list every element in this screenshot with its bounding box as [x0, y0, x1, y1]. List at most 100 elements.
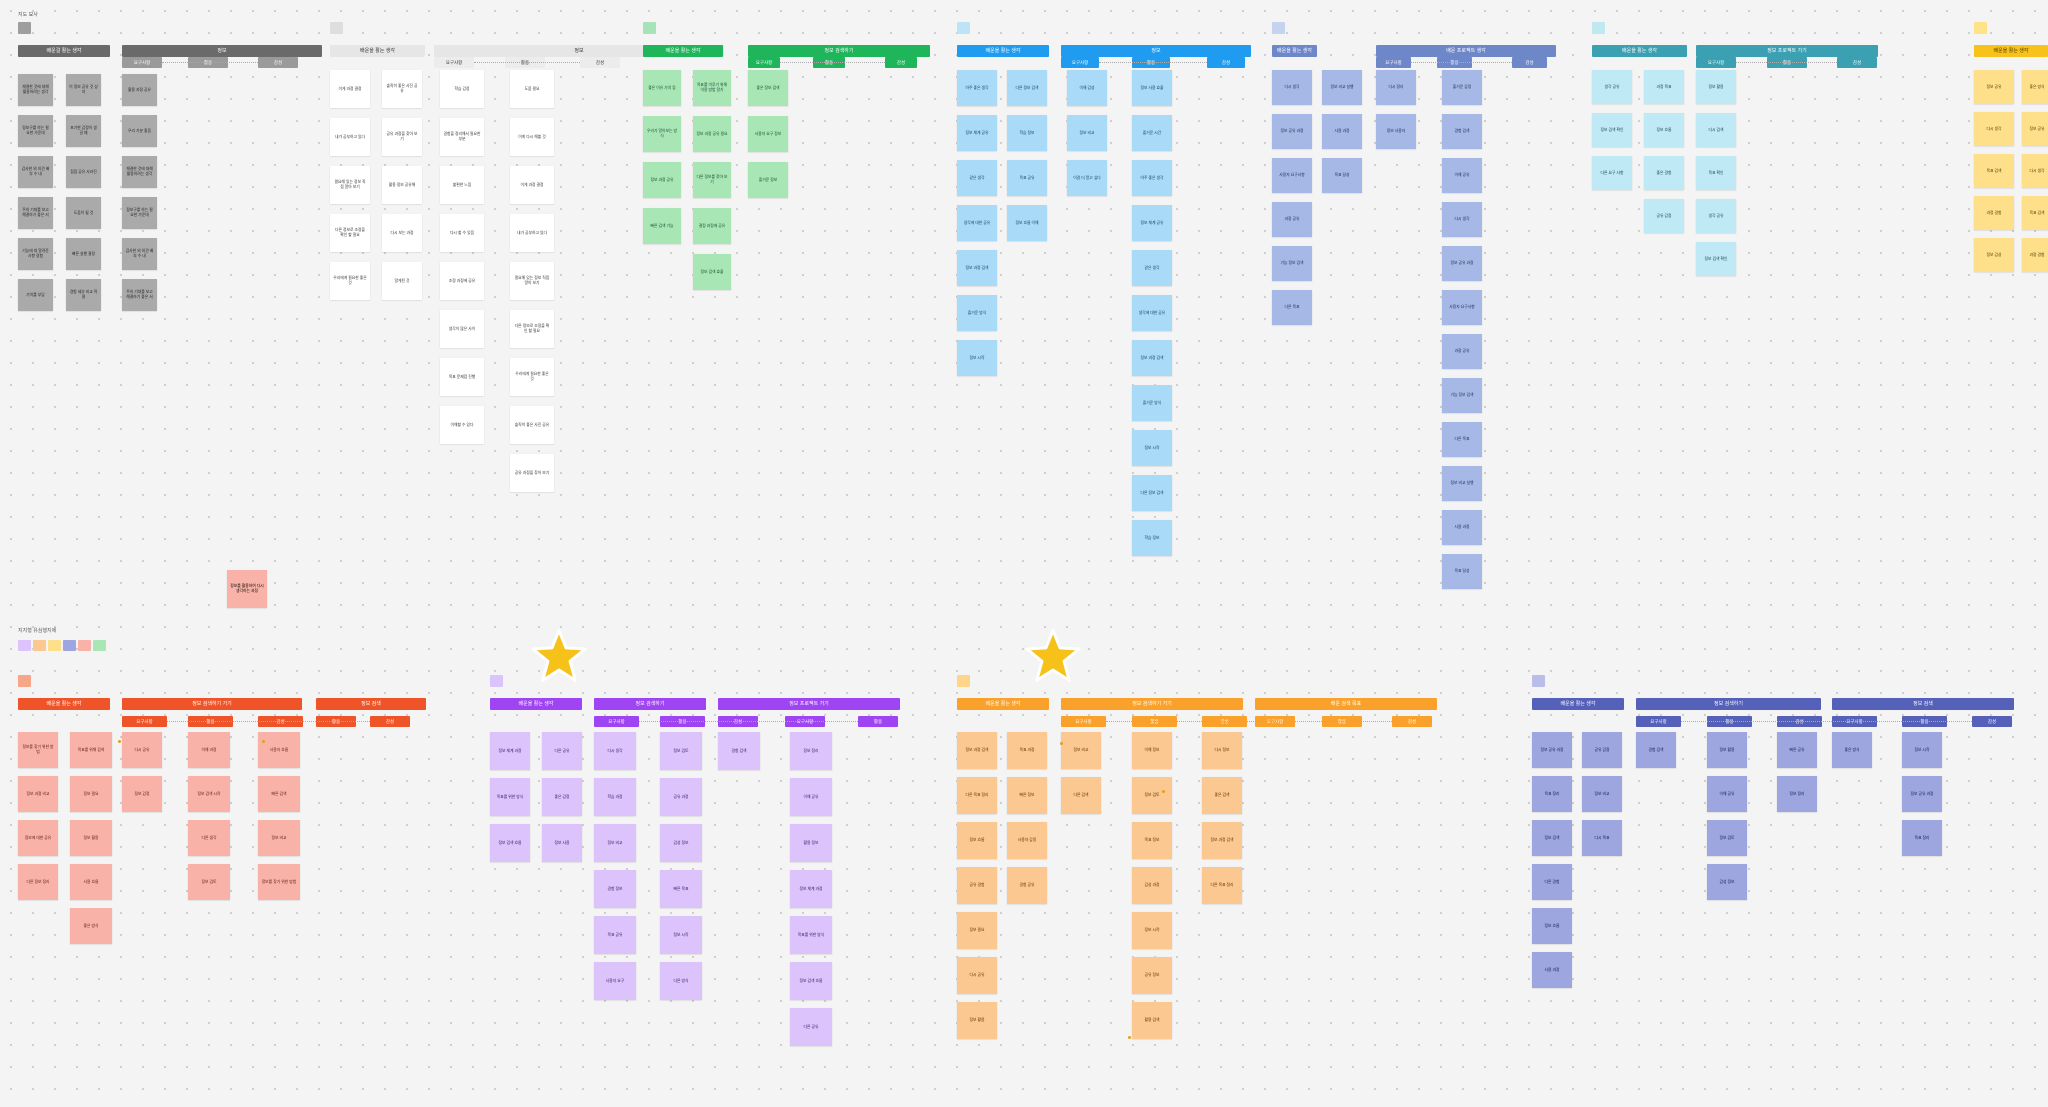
stage-header[interactable]: 정보 검색하기: [594, 698, 706, 710]
sticky-note[interactable]: 정보 체계 과정: [790, 870, 832, 908]
sticky-note[interactable]: 정보구를 하는 필요한 가운데: [122, 197, 157, 229]
sticky-note[interactable]: 생각 공유: [1592, 70, 1632, 104]
sticky-note[interactable]: 생각에 대한 공유: [957, 205, 997, 241]
stage-header[interactable]: 배운을 활는 생각: [957, 45, 1049, 57]
sticky-note[interactable]: 점점 공유 사라진: [66, 156, 101, 188]
sticky-note[interactable]: 정보 감정: [122, 776, 162, 812]
sticky-note[interactable]: 목표 정리: [1902, 820, 1942, 856]
sticky-note[interactable]: 사용 과정: [1442, 510, 1482, 545]
sticky-note[interactable]: 이해 공유: [790, 778, 832, 816]
sticky-note[interactable]: 도움 필요: [510, 70, 554, 108]
sticky-note[interactable]: 활용 과정 공유: [122, 74, 157, 106]
sticky-note[interactable]: 즐거운 방식: [957, 295, 997, 331]
sticky-note[interactable]: 아주 좋은 생각: [957, 70, 997, 106]
sticky-note[interactable]: 목표 달성: [1322, 158, 1362, 193]
sticky-note[interactable]: 다른 공유: [542, 732, 582, 770]
sticky-note[interactable]: 정보 과정 검색: [957, 250, 997, 286]
sticky-note[interactable]: 정보 비교: [258, 820, 300, 856]
sticky-note[interactable]: 목표를 위해 검색: [70, 732, 112, 768]
column-header[interactable]: 감성: [1972, 716, 2012, 727]
sticky-note[interactable]: 사용자 요구 정보: [748, 116, 788, 152]
sticky-note[interactable]: 도움이 될 것: [66, 197, 101, 229]
sticky-note[interactable]: 정보 검색: [1532, 820, 1572, 856]
sticky-note[interactable]: 정보 비교 실행: [1322, 70, 1362, 105]
column-header[interactable]: 요구사항: [122, 57, 162, 68]
sticky-note[interactable]: 다른 목표 정리: [957, 777, 997, 814]
stage-header[interactable]: 정보 프로젝트 가기: [1696, 45, 1878, 57]
sticky-note[interactable]: 감성 정보: [1707, 864, 1747, 900]
sticky-note[interactable]: 체결한 것에 대해 활용하려는 생각: [122, 156, 157, 188]
column-header[interactable]: 감성: [885, 57, 917, 68]
sticky-note[interactable]: 정보를 찾기 위한 방법: [258, 864, 300, 900]
sticky-note[interactable]: 사용 과정: [1322, 114, 1362, 149]
stage-header[interactable]: 배운 검색 목표: [1255, 698, 1437, 710]
column-header[interactable]: 요구사항: [434, 57, 474, 68]
sticky-note[interactable]: 과정 경험: [2022, 238, 2048, 272]
sticky-note[interactable]: 정보 공유: [1974, 70, 2014, 104]
sticky-note[interactable]: 감성 과정: [1132, 867, 1172, 904]
column-header[interactable]: 요구사항: [1636, 716, 1681, 727]
sticky-note[interactable]: 정보구를 하는 필요한 가운데: [18, 115, 53, 147]
sticky-note[interactable]: 정보 검색 효율: [693, 254, 731, 290]
sticky-note[interactable]: 공유 감정: [1644, 199, 1684, 233]
sticky-note[interactable]: 좋은 검색: [1202, 777, 1242, 814]
column-header[interactable]: 요구사항: [1061, 57, 1099, 68]
sticky-note[interactable]: 좋은 정보 검색: [748, 70, 788, 106]
sticky-note[interactable]: 좋은 이유 가치 등: [643, 70, 681, 106]
column-header[interactable]: 감성: [258, 57, 298, 68]
sticky-note[interactable]: 정보 감성: [1974, 238, 2014, 272]
sticky-note[interactable]: 다른 목표 정리: [1202, 867, 1242, 904]
sticky-note[interactable]: 좋은 경험: [1644, 156, 1684, 190]
column-header[interactable]: 감성: [1837, 57, 1877, 68]
sticky-note[interactable]: 우리에게 필요한 좋은 것: [330, 262, 370, 300]
sticky-note[interactable]: 정보 흐름: [1532, 908, 1572, 944]
sticky-note[interactable]: 사용자 요구: [594, 962, 636, 1000]
sticky-note[interactable]: 정보 공유 과정: [1532, 732, 1572, 768]
sticky-note[interactable]: 정보 과정 공유 필요: [693, 116, 731, 152]
sticky-note[interactable]: 정보 과정 검색: [1132, 340, 1172, 376]
sticky-note[interactable]: 정보 시작: [1132, 430, 1172, 466]
sticky-note[interactable]: 공유 감정: [1582, 732, 1622, 768]
sticky-note[interactable]: 정보 검토: [660, 732, 702, 770]
sticky-note[interactable]: 정보 검토: [1707, 820, 1747, 856]
stage-header[interactable]: 배운을 활는 생각: [1532, 698, 1624, 710]
sticky-note[interactable]: 생각 공유: [1696, 199, 1736, 233]
sticky-note[interactable]: 같은 생각: [1132, 250, 1172, 286]
sticky-note[interactable]: 정보 과정 공유: [643, 162, 681, 198]
stage-header[interactable]: 배운을 활는 생각: [1592, 45, 1687, 57]
sticky-note[interactable]: 정보 사용자: [1376, 114, 1416, 149]
sticky-note[interactable]: 체결한 것에 대해 활용하려는 생각: [18, 74, 53, 106]
sticky-note[interactable]: 정보 검색 시작: [188, 776, 230, 812]
sticky-note[interactable]: 정보 검토: [188, 864, 230, 900]
sticky-note[interactable]: 이 정보 공유 것 상자: [66, 74, 101, 106]
sticky-note[interactable]: 다시 공유: [957, 957, 997, 994]
sticky-note[interactable]: 활용 검색: [1132, 1002, 1172, 1039]
sticky-note[interactable]: 정보 체계 과정: [490, 732, 530, 770]
sticky-note[interactable]: 목표를 위한 방식: [790, 916, 832, 954]
sticky-note[interactable]: 정보 흐름: [1644, 113, 1684, 147]
sticky-note[interactable]: 경험 정보: [594, 870, 636, 908]
sticky-note[interactable]: 과정 목표: [1644, 70, 1684, 104]
sticky-note[interactable]: 정보 검색 흐름: [790, 962, 832, 1000]
sticky-note[interactable]: 목표를 위한 방식: [490, 778, 530, 816]
stage-header[interactable]: 배운 프로젝트 생각: [1376, 45, 1556, 57]
sticky-note[interactable]: 다른 정보 정리: [18, 864, 58, 900]
stage-header[interactable]: 정보 검색하기 가기: [1061, 698, 1243, 710]
sticky-note[interactable]: 사용자 요구사항: [1272, 158, 1312, 193]
sticky-note[interactable]: 내가 공부하고 있다: [510, 214, 554, 252]
sticky-note[interactable]: 즐거운 정보: [748, 162, 788, 198]
sticky-note[interactable]: 포기한 감정이 생길 때: [66, 115, 101, 147]
sticky-note-stray[interactable]: 정보를 활용하여 다시 생각하는 과정: [227, 570, 267, 608]
sticky-note[interactable]: 사용자 감정: [1007, 822, 1047, 859]
sticky-note[interactable]: 생각이 많은 사이: [440, 310, 484, 348]
sticky-note[interactable]: 학습 과정: [594, 778, 636, 816]
sticky-note[interactable]: 다시 생각: [1974, 112, 2014, 146]
stage-header[interactable]: 배운을 활는 생각: [330, 45, 425, 57]
stage-header[interactable]: 정보 프로젝트 가기: [718, 698, 900, 710]
sticky-note[interactable]: 공유 경험: [957, 867, 997, 904]
column-header[interactable]: 감성: [580, 57, 620, 68]
sticky-note[interactable]: 목표 공유: [1007, 160, 1047, 196]
sticky-note[interactable]: 정보 사용 효율: [1132, 70, 1172, 106]
sticky-note[interactable]: 정보를 찾기 위한 방법: [18, 732, 58, 768]
sticky-note[interactable]: 필요해 있는 정보 직접 알아 보기: [510, 262, 554, 300]
